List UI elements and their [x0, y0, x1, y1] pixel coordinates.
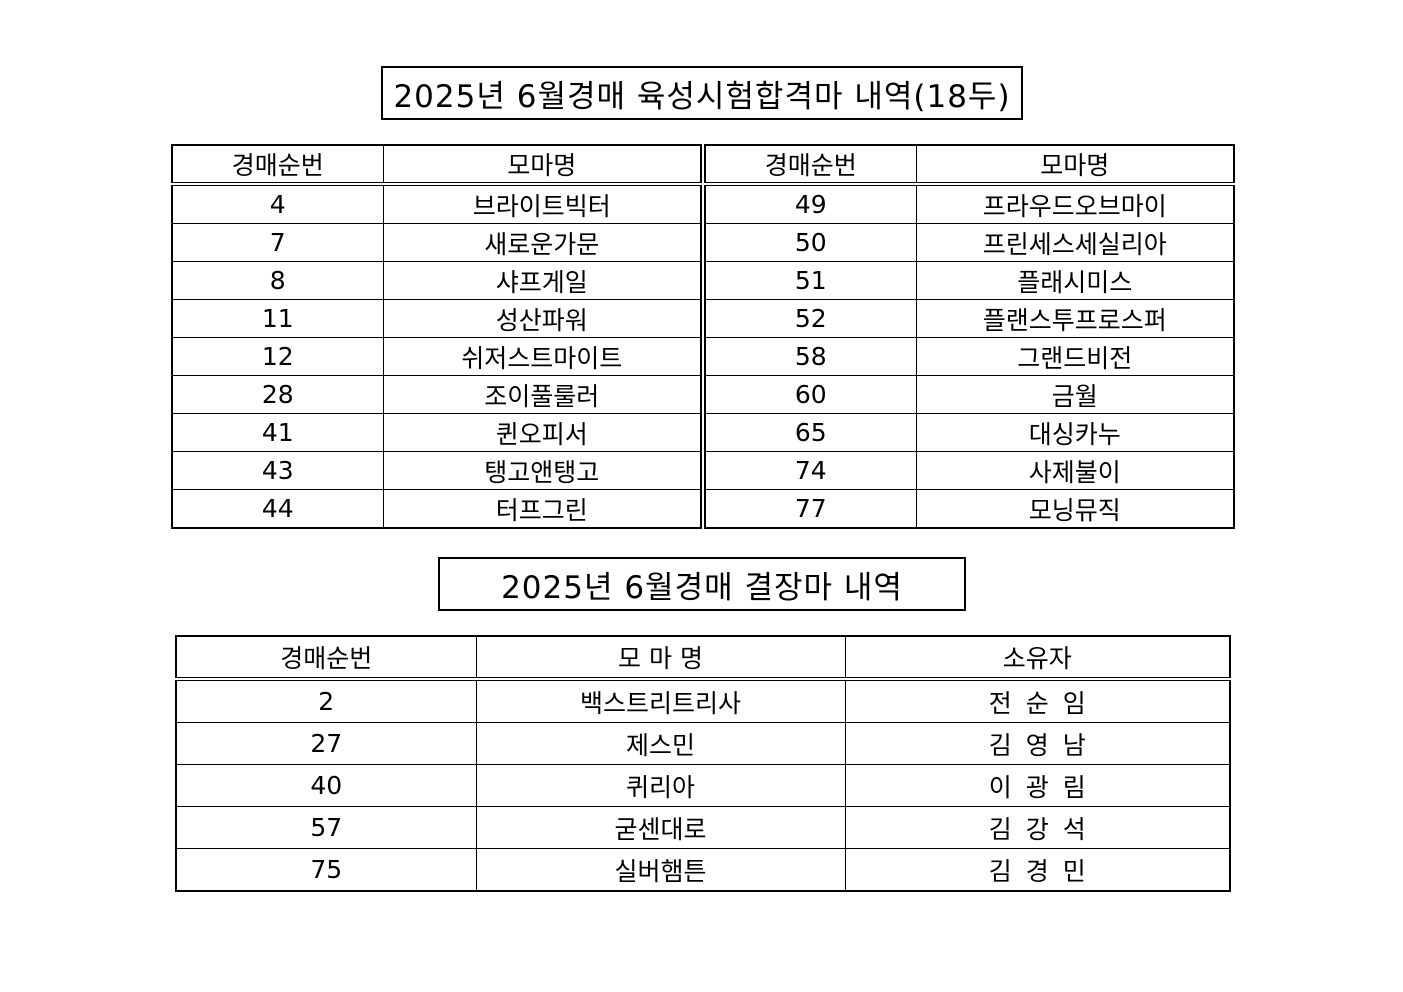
dam-name: 새로운가문 — [382, 223, 702, 262]
table-row: 11 성산파워 — [171, 299, 702, 338]
table-row: 7 새로운가문 — [171, 223, 702, 262]
table-row: 28 조이풀룰러 — [171, 375, 702, 414]
dam-name: 퀴리아 — [475, 764, 846, 807]
dam-name: 그랜드비전 — [915, 337, 1235, 376]
passed-horses-table-left: 경매순번 모마명 4 브라이트빅터 7 새로운가문 8 샤프게일 11 성산파워 12 쉬… — [171, 144, 702, 529]
dam-name: 프라우드오브마이 — [915, 183, 1235, 224]
auction-number: 2 — [175, 678, 477, 723]
dam-name: 탱고앤탱고 — [382, 451, 702, 490]
header-auction-number: 경매순번 — [704, 144, 917, 186]
table-row: 57 굳센대로 김강석 — [175, 806, 1231, 849]
table-row: 75 실버햄튼 김경민 — [175, 848, 1231, 892]
auction-number: 75 — [175, 848, 477, 892]
auction-number: 27 — [175, 722, 477, 765]
auction-number: 77 — [704, 489, 917, 529]
auction-number: 11 — [171, 299, 384, 338]
dam-name: 사제불이 — [915, 451, 1235, 490]
scratched-horses-title: 2025년 6월경매 결장마 내역 — [438, 557, 966, 611]
auction-number: 28 — [171, 375, 384, 414]
table-row: 49 프라우드오브마이 — [704, 183, 1235, 224]
auction-number: 8 — [171, 261, 384, 300]
dam-name: 플랜스투프로스퍼 — [915, 299, 1235, 338]
dam-name: 프린세스세실리아 — [915, 223, 1235, 262]
dam-name: 모닝뮤직 — [915, 489, 1235, 529]
table-row: 4 브라이트빅터 — [171, 183, 702, 224]
dam-name: 조이풀룰러 — [382, 375, 702, 414]
header-dam-name: 모마명 — [382, 144, 702, 186]
table-row: 65 대싱카누 — [704, 413, 1235, 452]
table-row: 12 쉬저스트마이트 — [171, 337, 702, 376]
table-row: 43 탱고앤탱고 — [171, 451, 702, 490]
dam-name: 굳센대로 — [475, 806, 846, 849]
table-row: 41 퀸오피서 — [171, 413, 702, 452]
table-row: 74 사제불이 — [704, 451, 1235, 490]
table-row: 77 모닝뮤직 — [704, 489, 1235, 529]
auction-number: 49 — [704, 183, 917, 224]
table-row: 2 백스트리트리사 전순임 — [175, 678, 1231, 723]
dam-name: 퀸오피서 — [382, 413, 702, 452]
scratched-horses-table: 경매순번 모 마 명 소유자 2 백스트리트리사 전순임 27 제스민 김영남 40 퀴리… — [175, 635, 1231, 892]
dam-name: 대싱카누 — [915, 413, 1235, 452]
header-dam-name: 모 마 명 — [475, 635, 846, 681]
table-row: 51 플래시미스 — [704, 261, 1235, 300]
table-row: 44 터프그린 — [171, 489, 702, 529]
header-auction-number: 경매순번 — [171, 144, 384, 186]
auction-number: 57 — [175, 806, 477, 849]
dam-name: 백스트리트리사 — [475, 678, 846, 723]
auction-number: 41 — [171, 413, 384, 452]
auction-number: 51 — [704, 261, 917, 300]
table-header-row: 경매순번 모마명 — [704, 144, 1235, 186]
header-owner: 소유자 — [844, 635, 1231, 681]
dam-name: 플래시미스 — [915, 261, 1235, 300]
auction-number: 43 — [171, 451, 384, 490]
table-row: 52 플랜스투프로스퍼 — [704, 299, 1235, 338]
header-auction-number: 경매순번 — [175, 635, 477, 681]
auction-number: 7 — [171, 223, 384, 262]
passed-horses-table-right: 경매순번 모마명 49 프라우드오브마이 50 프린세스세실리아 51 플래시미스 5… — [704, 144, 1235, 529]
auction-number: 4 — [171, 183, 384, 224]
dam-name: 샤프게일 — [382, 261, 702, 300]
table-header-row: 경매순번 모마명 — [171, 144, 702, 186]
header-dam-name: 모마명 — [915, 144, 1235, 186]
owner-name: 이광림 — [844, 764, 1231, 807]
table-row: 50 프린세스세실리아 — [704, 223, 1235, 262]
auction-number: 52 — [704, 299, 917, 338]
table-row: 40 퀴리아 이광림 — [175, 764, 1231, 807]
auction-number: 50 — [704, 223, 917, 262]
owner-name: 김경민 — [844, 848, 1231, 892]
dam-name: 성산파워 — [382, 299, 702, 338]
table-header-row: 경매순번 모 마 명 소유자 — [175, 635, 1231, 681]
table-row: 8 샤프게일 — [171, 261, 702, 300]
passed-horses-title: 2025년 6월경매 육성시험합격마 내역(18두) — [381, 66, 1023, 120]
dam-name: 쉬저스트마이트 — [382, 337, 702, 376]
auction-number: 12 — [171, 337, 384, 376]
auction-number: 74 — [704, 451, 917, 490]
table-row: 58 그랜드비전 — [704, 337, 1235, 376]
dam-name: 터프그린 — [382, 489, 702, 529]
table-row: 60 금월 — [704, 375, 1235, 414]
auction-number: 60 — [704, 375, 917, 414]
dam-name: 실버햄튼 — [475, 848, 846, 892]
table-row: 27 제스민 김영남 — [175, 722, 1231, 765]
auction-number: 40 — [175, 764, 477, 807]
dam-name: 제스민 — [475, 722, 846, 765]
auction-number: 65 — [704, 413, 917, 452]
owner-name: 김영남 — [844, 722, 1231, 765]
auction-number: 44 — [171, 489, 384, 529]
owner-name: 전순임 — [844, 678, 1231, 723]
dam-name: 금월 — [915, 375, 1235, 414]
owner-name: 김강석 — [844, 806, 1231, 849]
auction-number: 58 — [704, 337, 917, 376]
dam-name: 브라이트빅터 — [382, 183, 702, 224]
